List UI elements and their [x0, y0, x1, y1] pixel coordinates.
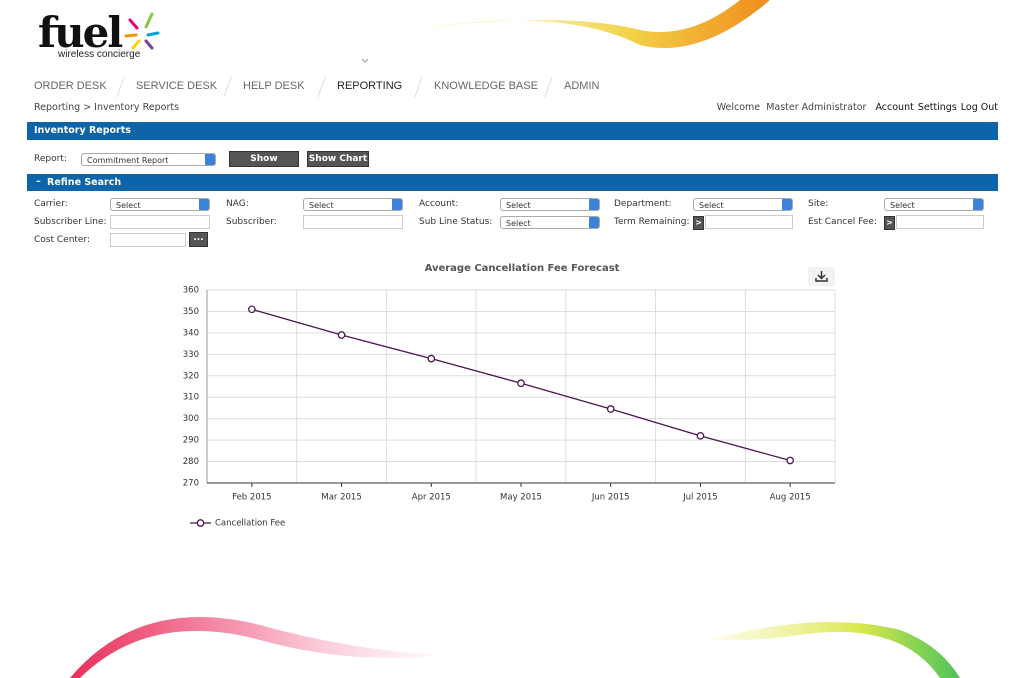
field-prefix: > — [693, 216, 704, 230]
menu-caret — [361, 58, 369, 63]
button[interactable]: Show Chart — [307, 151, 369, 167]
field-label: Site: — [808, 199, 829, 209]
y-tick-label: 270 — [183, 479, 199, 489]
user-bar: Welcome Master Administrator Account Sett… — [717, 102, 998, 113]
select[interactable]: Select — [693, 198, 793, 211]
y-tick-label: 290 — [183, 436, 199, 446]
point — [696, 431, 705, 440]
swoosh — [710, 622, 960, 678]
legend-label: Cancellation Fee — [215, 519, 285, 529]
collapse-icon: – — [36, 176, 41, 187]
field-label: Sub Line Status: — [419, 217, 493, 227]
x-tick-label: Feb 2015 — [232, 493, 271, 503]
download-icon — [815, 271, 828, 282]
nav-item[interactable]: KNOWLEDGE BASE — [434, 80, 538, 92]
welcome: Welcome — [716, 102, 761, 113]
select[interactable]: Select — [884, 198, 984, 211]
y-tick-label: 310 — [183, 393, 199, 403]
user-link[interactable]: Log Out — [960, 102, 998, 113]
text-input[interactable] — [705, 215, 793, 229]
field-label: Account: — [419, 199, 459, 209]
y-tick-label: 280 — [183, 457, 199, 467]
y-tick-label: 300 — [183, 414, 199, 424]
breadcrumb: Reporting > Inventory Reports — [34, 102, 180, 113]
nav-item[interactable]: SERVICE DESK — [136, 80, 218, 92]
field-label: Subscriber: — [226, 217, 277, 227]
x-tick-label: Aug 2015 — [770, 493, 811, 503]
logo-tagline: wireless concierge — [58, 49, 141, 60]
field-label: Term Remaining: — [614, 217, 690, 227]
nav-item[interactable]: ORDER DESK — [34, 80, 107, 92]
field-label: Subscriber Line: — [34, 217, 107, 227]
user-link[interactable]: Settings — [917, 102, 957, 113]
refine-header[interactable]: – Refine Search — [27, 174, 998, 191]
select[interactable]: Select — [110, 198, 210, 211]
field-button[interactable]: ... — [189, 232, 208, 247]
select[interactable]: Select — [500, 216, 600, 229]
download-button[interactable] — [808, 267, 835, 286]
swoosh — [410, 0, 770, 48]
text-input[interactable] — [896, 215, 984, 229]
y-tick-label: 360 — [183, 286, 199, 296]
field-label: Est Cancel Fee: — [808, 217, 877, 227]
y-tick-label: 340 — [183, 328, 199, 338]
logo: fuel — [38, 8, 123, 57]
field-label: Carrier: — [34, 199, 68, 209]
nav-item[interactable]: ADMIN — [564, 80, 600, 92]
swoosh — [70, 617, 440, 678]
user-links: Account Settings Log Out — [869, 102, 998, 113]
x-tick-label: Mar 2015 — [321, 493, 361, 503]
section-header: Inventory Reports — [27, 122, 998, 140]
user-name: Master Administrator — [766, 102, 867, 113]
point — [337, 331, 346, 339]
nav-item[interactable]: REPORTING — [337, 80, 403, 92]
select[interactable]: Select — [500, 198, 600, 211]
logo-arrows — [124, 12, 160, 50]
x-tick-label: Apr 2015 — [412, 493, 451, 503]
y-tick-label: 330 — [183, 350, 199, 360]
report-select[interactable]: Commitment Report — [81, 153, 216, 166]
y-tick-label: 320 — [183, 371, 199, 381]
user-link[interactable]: Account — [875, 102, 914, 113]
text-input[interactable] — [110, 215, 210, 229]
chart: Average Cancellation Fee Forecast 270 280… — [183, 263, 836, 529]
point — [606, 405, 615, 413]
text-input[interactable] — [110, 233, 186, 247]
point — [786, 456, 794, 465]
x-tick-label: May 2015 — [500, 493, 542, 503]
x-tick-label: Jul 2015 — [682, 493, 718, 503]
point — [517, 379, 525, 388]
legend-marker — [196, 519, 205, 527]
y-tick-label: 350 — [183, 307, 199, 317]
field-label: Cost Center: — [34, 235, 91, 245]
nav-item[interactable]: HELP DESK — [243, 80, 305, 92]
text-input[interactable] — [303, 215, 403, 229]
point — [248, 305, 256, 314]
report-label: Report: — [34, 154, 67, 164]
field-label: NAG: — [226, 199, 249, 209]
point — [427, 354, 436, 363]
refine-title: Refine Search — [47, 177, 122, 188]
x-tick-label: Jun 2015 — [591, 493, 630, 503]
field-label: Department: — [614, 199, 672, 209]
button[interactable]: Show Results — [229, 151, 299, 178]
select[interactable]: Select — [303, 198, 403, 211]
chart-title: Average Cancellation Fee Forecast — [425, 263, 620, 274]
field-prefix: > — [884, 216, 895, 230]
